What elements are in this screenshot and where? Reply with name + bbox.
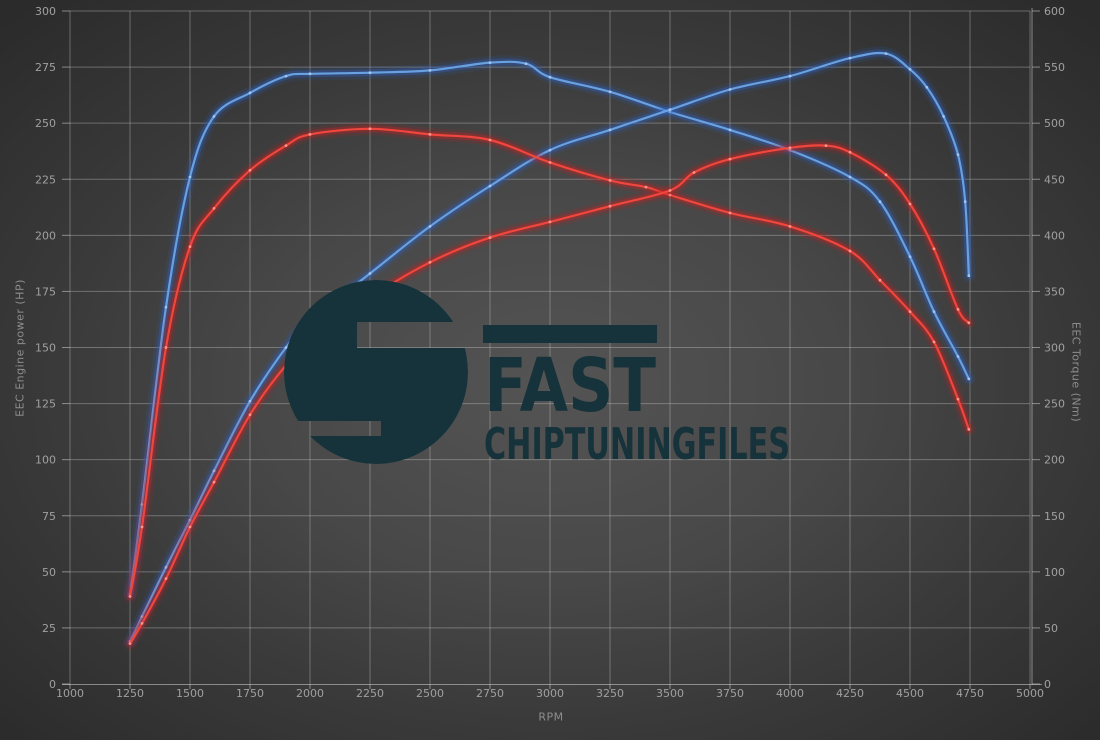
axis-lines <box>62 8 1042 689</box>
svg-text:2750: 2750 <box>476 687 504 700</box>
svg-text:2500: 2500 <box>416 687 444 700</box>
svg-text:4750: 4750 <box>956 687 984 700</box>
x-axis-labels: 1000 1250 1500 1750 2000 2250 2500 2750 3000 3250… <box>56 687 1044 700</box>
svg-text:4500: 4500 <box>896 687 924 700</box>
svg-text:350: 350 <box>1044 285 1065 298</box>
svg-text:3250: 3250 <box>596 687 624 700</box>
svg-text:250: 250 <box>1044 398 1065 411</box>
svg-text:5000: 5000 <box>1016 687 1044 700</box>
y-axis-left-title: EEC Engine power (HP) <box>13 279 27 417</box>
svg-text:25: 25 <box>42 622 56 635</box>
grid-lines <box>69 10 1031 684</box>
svg-text:150: 150 <box>1044 510 1065 523</box>
svg-text:3750: 3750 <box>716 687 744 700</box>
svg-text:0: 0 <box>49 678 56 691</box>
svg-text:4250: 4250 <box>836 687 864 700</box>
y-axis-right-labels: 0 50 100 150 200 250 300 350 400 450 500 550 600 <box>1044 5 1065 691</box>
svg-text:2250: 2250 <box>356 687 384 700</box>
svg-text:100: 100 <box>1044 566 1065 579</box>
svg-text:1500: 1500 <box>176 687 204 700</box>
svg-text:1000: 1000 <box>56 687 84 700</box>
svg-text:275: 275 <box>35 61 56 74</box>
svg-text:225: 225 <box>35 173 56 186</box>
curve-markers-torque-blue <box>128 61 971 596</box>
svg-text:200: 200 <box>35 229 56 242</box>
y-axis-left-labels: 0 25 50 75 100 125 150 175 200 225 250 275 300 <box>35 5 56 691</box>
svg-text:2000: 2000 <box>296 687 324 700</box>
svg-text:100: 100 <box>35 454 56 467</box>
svg-text:450: 450 <box>1044 173 1065 186</box>
svg-text:250: 250 <box>35 117 56 130</box>
svg-text:400: 400 <box>1044 229 1065 242</box>
svg-text:300: 300 <box>1044 342 1065 355</box>
svg-text:50: 50 <box>1044 622 1058 635</box>
svg-text:550: 550 <box>1044 61 1065 74</box>
svg-text:4000: 4000 <box>776 687 804 700</box>
svg-text:150: 150 <box>35 342 56 355</box>
s-logo-mark <box>284 280 468 464</box>
svg-text:500: 500 <box>1044 117 1065 130</box>
svg-text:600: 600 <box>1044 5 1065 18</box>
svg-text:3500: 3500 <box>656 687 684 700</box>
svg-text:1250: 1250 <box>116 687 144 700</box>
svg-text:50: 50 <box>42 566 56 579</box>
svg-text:175: 175 <box>35 285 56 298</box>
logo-top-bar <box>483 325 657 343</box>
x-axis-title: RPM <box>538 710 564 724</box>
svg-text:200: 200 <box>1044 454 1065 467</box>
curve-torque-red <box>123 122 976 604</box>
svg-text:1750: 1750 <box>236 687 264 700</box>
svg-text:3000: 3000 <box>536 687 564 700</box>
svg-text:0: 0 <box>1044 678 1051 691</box>
svg-text:125: 125 <box>35 398 56 411</box>
watermark-subtitle: CHIPTUNINGFILES <box>484 419 790 470</box>
curve-markers-torque-red <box>128 127 971 598</box>
svg-text:75: 75 <box>42 510 56 523</box>
watermark-title: FAST <box>484 343 656 429</box>
y-axis-right-title: EEC Torque (Nm) <box>1069 321 1083 423</box>
svg-text:300: 300 <box>35 5 56 18</box>
